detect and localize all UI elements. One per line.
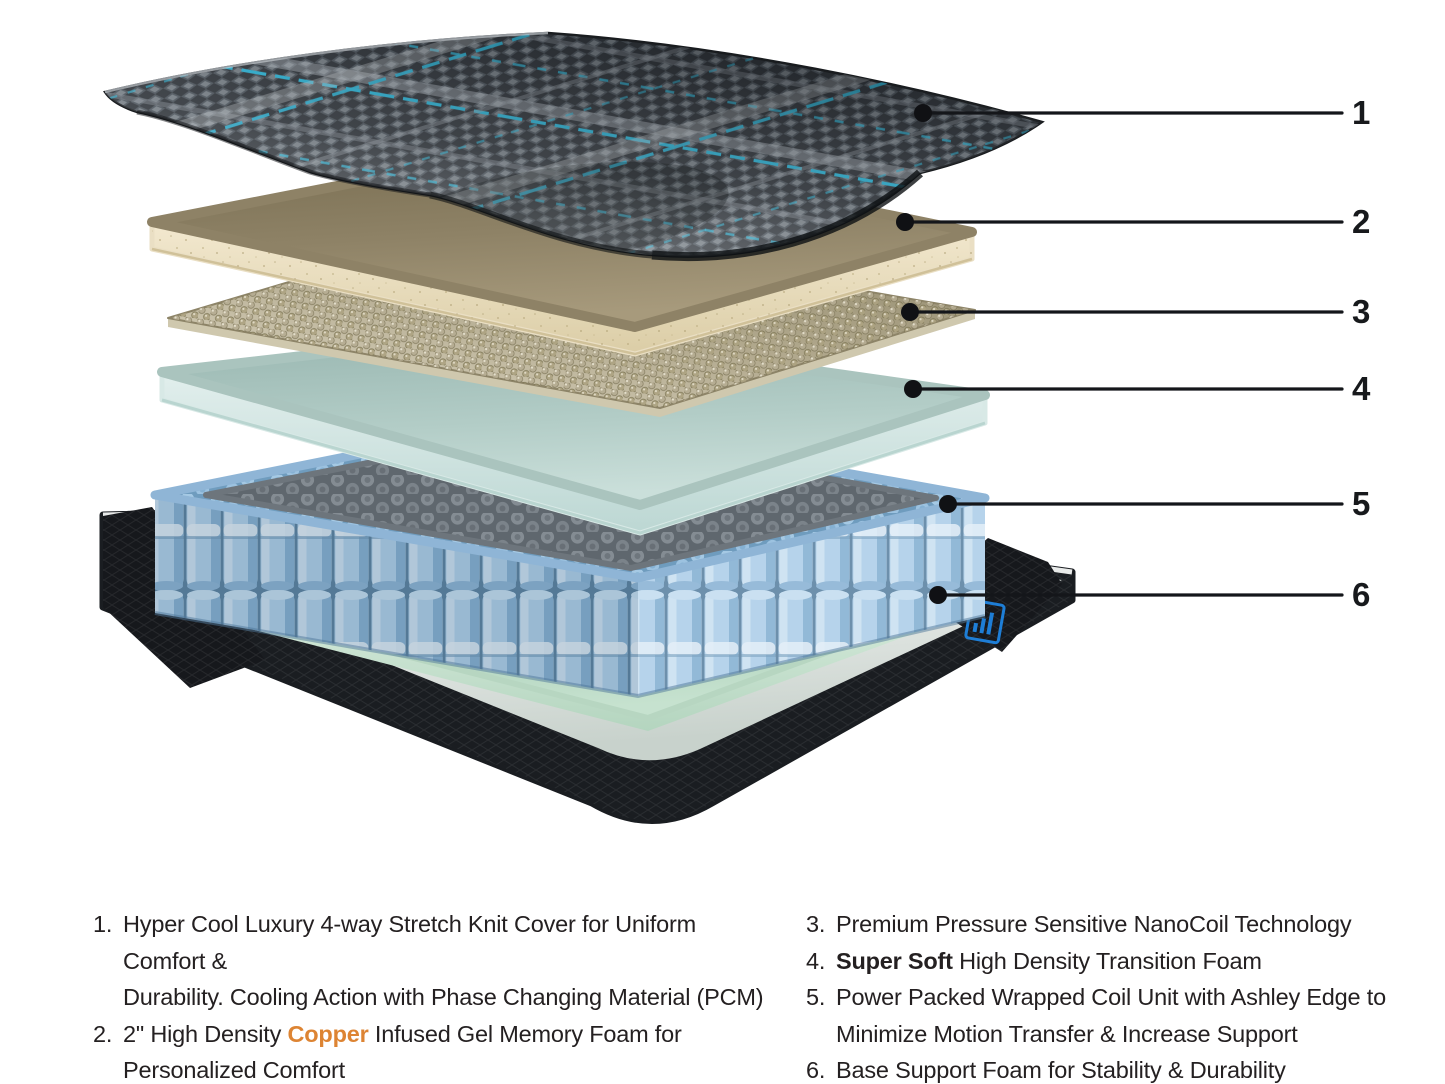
legend-item-text: 2" High Density Copper Infused Gel Memor… [123,1020,682,1084]
callout-dot-5 [939,495,957,513]
cover-top-edge-highlight [104,31,549,94]
legend-item-number: 2. [93,1020,113,1047]
legend-item-text: Base Support Foam for Stability & Durabi… [836,1057,1286,1083]
callout-dot-6 [929,586,947,604]
legend-item-text: Hyper Cool Luxury 4-way Stretch Knit Cov… [123,911,764,1010]
legend-item: 4. Super Soft High Density Transition Foa… [806,943,1436,980]
transition-foam-bottom-line [161,398,986,535]
legend-item-number: 6. [806,1057,826,1083]
callout-dot-3 [901,303,919,321]
legend-item: 3. Premium Pressure Sensitive NanoCoil Te… [806,906,1436,943]
callout-3: 3 [901,293,1370,330]
callout-number-3: 3 [1352,293,1370,330]
legend-item-text: Power Packed Wrapped Coil Unit with Ashl… [836,984,1386,1047]
callout-dot-1 [914,104,932,122]
legend-item: 6. Base Support Foam for Stability & Dura… [806,1052,1436,1084]
callout-1: 1 [914,94,1370,131]
callout-2: 2 [896,203,1370,240]
cover-front-curl [651,169,923,262]
legend-item: 2. 2" High Density Copper Infused Gel Mem… [93,1016,783,1084]
callout-6: 6 [929,576,1370,613]
coil-wall-right [638,498,985,696]
legend-item-text: Premium Pressure Sensitive NanoCoil Tech… [836,911,1352,937]
callout-number-4: 4 [1352,370,1371,407]
callout-number-5: 5 [1352,485,1370,522]
callout-number-2: 2 [1352,203,1370,240]
coil-wall-right-light [638,498,985,696]
nanocoil-edge [168,310,975,417]
legend-item-number: 4. [806,947,826,974]
legend-item: 1. Hyper Cool Luxury 4-way Stretch Knit C… [93,906,783,1016]
callout-dot-2 [896,213,914,231]
callout-dot-4 [904,380,922,398]
legend-item: 5. Power Packed Wrapped Coil Unit with As… [806,979,1436,1052]
legend-item-number: 1. [93,911,113,937]
coil-wall-bottom-edge [154,611,986,699]
callout-number-1: 1 [1352,94,1370,131]
memory-foam-bottom-line [151,247,973,356]
legend-item-number: 3. [806,911,826,937]
legend-column-left: 1. Hyper Cool Luxury 4-way Stretch Knit C… [93,906,783,1084]
callout-4: 4 [904,370,1371,407]
coil-wall-left [155,495,638,696]
memory-foam-front-speckle [152,222,972,354]
cover-valley-crease [429,191,653,259]
callout-number-6: 6 [1352,576,1370,613]
base-foam-edge [235,598,975,731]
legend-column-right: 3. Premium Pressure Sensitive NanoCoil Te… [806,906,1436,1084]
legend-item-number: 5. [806,984,826,1010]
callouts: 1 2 3 4 5 6 [896,94,1371,613]
callout-5: 5 [939,485,1370,522]
cover-left-crease [136,109,431,198]
legend-item-text: Super Soft High Density Transition Foam [836,947,1262,974]
coil-wall-left-shade [155,495,638,696]
